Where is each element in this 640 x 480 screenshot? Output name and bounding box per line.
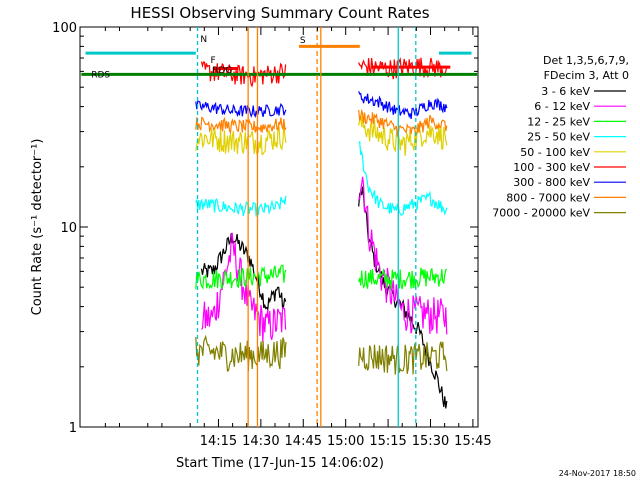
series-line-5-seg-1 — [358, 56, 448, 80]
x-tick-label-4: 15:15 — [369, 434, 406, 449]
legend-header-line-2: FDecim 3, Att 0 — [544, 69, 629, 82]
series-line-3-seg-0 — [195, 195, 287, 217]
x-tick-label-2: 14:45 — [285, 434, 322, 449]
legend-label-5: 100 - 300 keV — [513, 161, 590, 174]
legend-header-line-1: Det 1,3,5,6,7,9, — [543, 54, 629, 67]
legend-label-4: 50 - 100 keV — [520, 146, 590, 159]
annotation-rdg: RDG — [212, 66, 232, 76]
series-line-6-seg-0 — [195, 100, 287, 119]
x-tick-label-0: 14:15 — [200, 434, 237, 449]
series-line-2-seg-1 — [358, 267, 448, 290]
legend-label-0: 3 - 6 keV — [541, 85, 590, 98]
y-tick-label-1: 10 — [60, 221, 77, 236]
legend-label-2: 12 - 25 keV — [527, 115, 590, 128]
legend: 3 - 6 keV 6 - 12 keV 12 - 25 keV 25 - 50 ke… — [492, 85, 626, 220]
annotation-rds: RDS — [91, 70, 110, 80]
x-tick-label-1: 14:30 — [242, 434, 279, 449]
x-tick-label-6: 15:45 — [454, 434, 491, 449]
x-tick-label-5: 15:30 — [412, 434, 449, 449]
series-line-2-seg-0 — [195, 264, 287, 290]
series-line-4-seg-0 — [195, 125, 287, 157]
legend-label-3: 25 - 50 keV — [527, 131, 590, 144]
series-line-7-seg-0 — [195, 116, 287, 135]
annotation-s: S — [300, 36, 306, 46]
y-tick-label-2: 100 — [52, 21, 77, 36]
x-tick-label-3: 15:00 — [327, 434, 364, 449]
legend-label-7: 800 - 7000 keV — [506, 191, 590, 204]
annotation-f: F — [211, 56, 216, 66]
series-line-0-seg-0 — [200, 233, 287, 312]
series-line-4-seg-1 — [358, 113, 448, 156]
series-line-8-seg-1 — [358, 341, 448, 375]
x-axis-label: Start Time (17-Jun-15 14:06:02) — [176, 456, 384, 471]
series-line-1-seg-1 — [358, 176, 448, 335]
series-line-8-seg-0 — [195, 334, 287, 372]
legend-label-6: 300 - 800 keV — [513, 176, 590, 189]
series-line-7-seg-1 — [358, 108, 448, 138]
series-line-1-seg-0 — [201, 232, 287, 343]
y-tick-label-0: 1 — [69, 421, 77, 436]
annotation-n: N — [200, 35, 207, 45]
legend-label-1: 6 - 12 keV — [534, 100, 590, 113]
series-line-6-seg-1 — [358, 91, 448, 120]
legend-label-8: 7000 - 20000 keV — [492, 207, 590, 220]
footer-timestamp: 24-Nov-2017 18:50 — [559, 469, 636, 478]
chart-title: HESSI Observing Summary Count Rates — [130, 4, 429, 22]
series-line-0-seg-1 — [358, 186, 448, 409]
y-axis-label: Count Rate (s⁻¹ detector⁻¹) — [30, 139, 45, 316]
series-line-3-seg-1 — [358, 140, 448, 216]
